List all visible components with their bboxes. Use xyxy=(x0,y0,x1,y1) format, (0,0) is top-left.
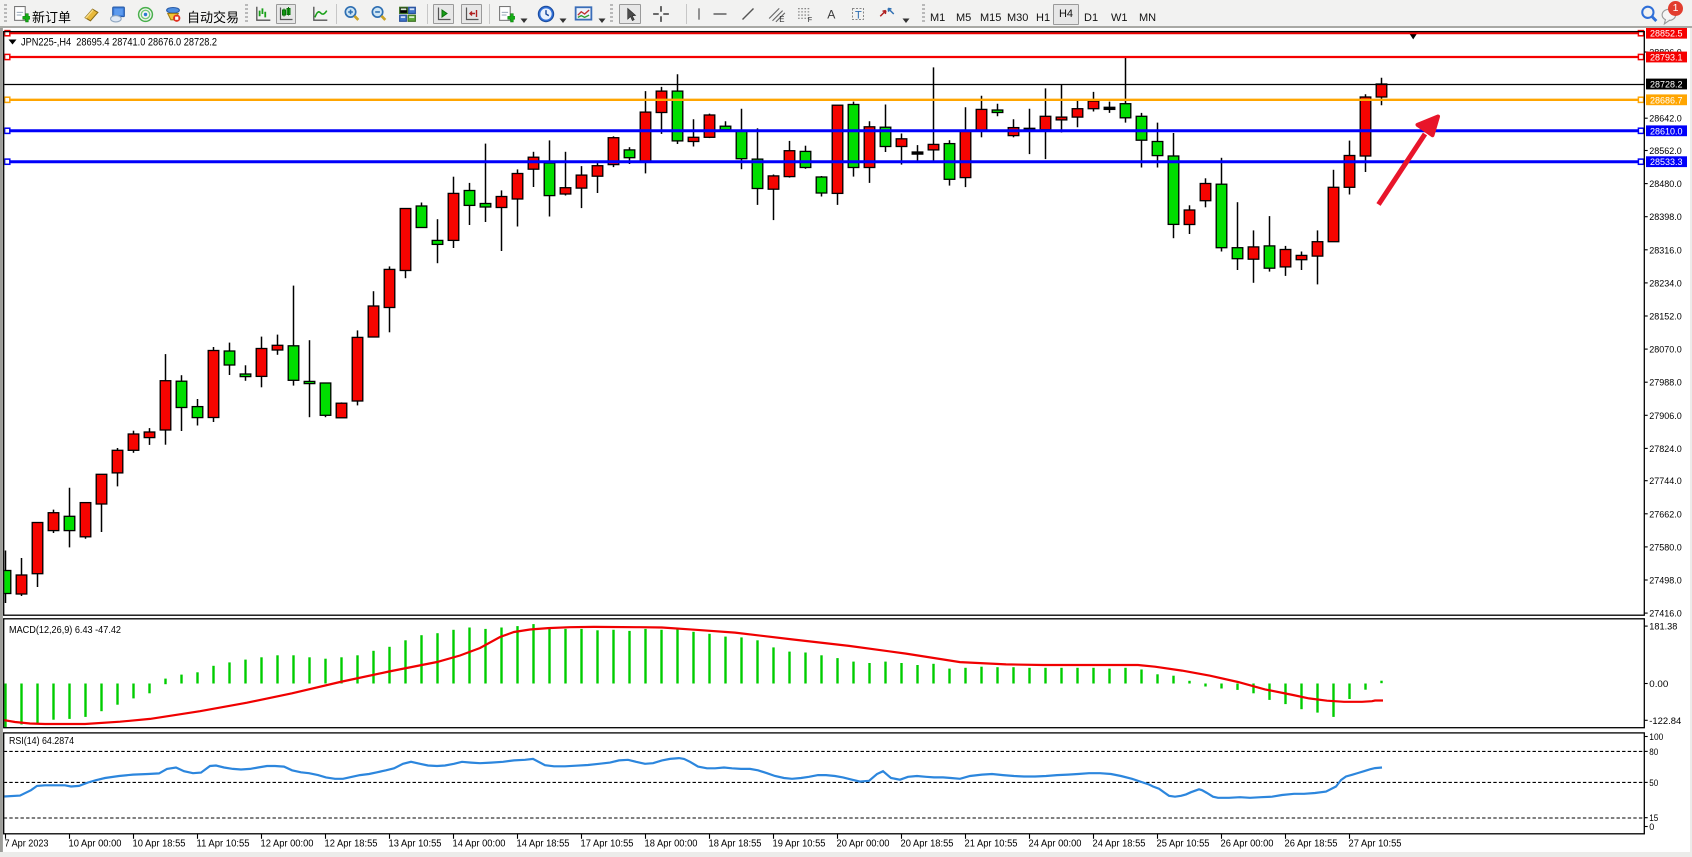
svg-text:15: 15 xyxy=(1649,813,1658,824)
svg-text:14 Apr 18:55: 14 Apr 18:55 xyxy=(517,839,571,850)
svg-text:28234.0: 28234.0 xyxy=(1649,278,1682,289)
svg-text:14 Apr 00:00: 14 Apr 00:00 xyxy=(453,839,507,850)
svg-text:28642.0: 28642.0 xyxy=(1649,114,1682,125)
svg-text:181.38: 181.38 xyxy=(1649,622,1677,633)
svg-text:28562.0: 28562.0 xyxy=(1649,146,1682,157)
svg-text:80: 80 xyxy=(1649,747,1658,758)
svg-text:F: F xyxy=(808,15,813,23)
svg-text:A: A xyxy=(827,8,836,22)
svg-text:12 Apr 00:00: 12 Apr 00:00 xyxy=(261,839,315,850)
svg-text:0.00: 0.00 xyxy=(1649,679,1668,690)
svg-text:50: 50 xyxy=(1649,778,1658,789)
svg-text:10 Apr 18:55: 10 Apr 18:55 xyxy=(133,839,187,850)
svg-text:10 Apr 00:00: 10 Apr 00:00 xyxy=(69,839,123,850)
svg-text:RSI(14) 64.2874: RSI(14) 64.2874 xyxy=(9,736,74,747)
svg-text:28728.2: 28728.2 xyxy=(1650,80,1683,91)
svg-text:13 Apr 10:55: 13 Apr 10:55 xyxy=(389,839,443,850)
svg-text:27580.0: 27580.0 xyxy=(1649,542,1682,553)
svg-text:28793.1: 28793.1 xyxy=(1650,53,1683,64)
svg-text:27906.0: 27906.0 xyxy=(1649,411,1682,422)
svg-text:24 Apr 00:00: 24 Apr 00:00 xyxy=(1029,839,1083,850)
svg-text:28070.0: 28070.0 xyxy=(1649,345,1682,356)
svg-text:18 Apr 00:00: 18 Apr 00:00 xyxy=(645,839,699,850)
svg-text:27 Apr 10:55: 27 Apr 10:55 xyxy=(1349,839,1403,850)
svg-text:28398.0: 28398.0 xyxy=(1649,212,1682,223)
svg-text:20 Apr 18:55: 20 Apr 18:55 xyxy=(901,839,955,850)
svg-text:25 Apr 10:55: 25 Apr 10:55 xyxy=(1157,839,1211,850)
svg-text:18 Apr 18:55: 18 Apr 18:55 xyxy=(709,839,763,850)
svg-text:100: 100 xyxy=(1649,732,1663,743)
svg-text:27744.0: 27744.0 xyxy=(1649,476,1682,487)
svg-text:28480.0: 28480.0 xyxy=(1649,179,1682,190)
svg-text:0: 0 xyxy=(1649,822,1654,833)
svg-text:28152.0: 28152.0 xyxy=(1649,312,1682,323)
svg-text:21 Apr 10:55: 21 Apr 10:55 xyxy=(965,839,1019,850)
svg-text:7 Apr 2023: 7 Apr 2023 xyxy=(5,839,49,850)
svg-text:27988.0: 27988.0 xyxy=(1649,378,1682,389)
svg-text:MACD(12,26,9) 6.43 -47.42: MACD(12,26,9) 6.43 -47.42 xyxy=(9,625,121,636)
svg-text:27824.0: 27824.0 xyxy=(1649,444,1682,455)
svg-text:24 Apr 18:55: 24 Apr 18:55 xyxy=(1093,839,1147,850)
svg-text:28852.5: 28852.5 xyxy=(1650,29,1683,40)
svg-text:JPN225-,H4 28695.4 28741.0 28: JPN225-,H4 28695.4 28741.0 28676.0 28728… xyxy=(21,36,217,48)
svg-text:28533.3: 28533.3 xyxy=(1650,157,1683,168)
svg-text:27498.0: 27498.0 xyxy=(1649,576,1682,587)
svg-text:12 Apr 18:55: 12 Apr 18:55 xyxy=(325,839,379,850)
svg-text:-122.84: -122.84 xyxy=(1649,716,1681,727)
svg-text:26 Apr 18:55: 26 Apr 18:55 xyxy=(1285,839,1339,850)
svg-text:17 Apr 10:55: 17 Apr 10:55 xyxy=(581,839,635,850)
svg-text:T: T xyxy=(855,10,862,22)
svg-text:19 Apr 10:55: 19 Apr 10:55 xyxy=(773,839,827,850)
svg-text:28610.0: 28610.0 xyxy=(1650,126,1683,137)
svg-text:20 Apr 00:00: 20 Apr 00:00 xyxy=(837,839,891,850)
svg-text:28316.0: 28316.0 xyxy=(1649,245,1682,256)
svg-text:28686.7: 28686.7 xyxy=(1650,95,1683,106)
svg-text:26 Apr 00:00: 26 Apr 00:00 xyxy=(1221,839,1275,850)
svg-text:27416.0: 27416.0 xyxy=(1649,609,1682,620)
svg-text:E: E xyxy=(779,15,784,23)
svg-text:27662.0: 27662.0 xyxy=(1649,509,1682,520)
svg-text:11 Apr 10:55: 11 Apr 10:55 xyxy=(197,839,251,850)
